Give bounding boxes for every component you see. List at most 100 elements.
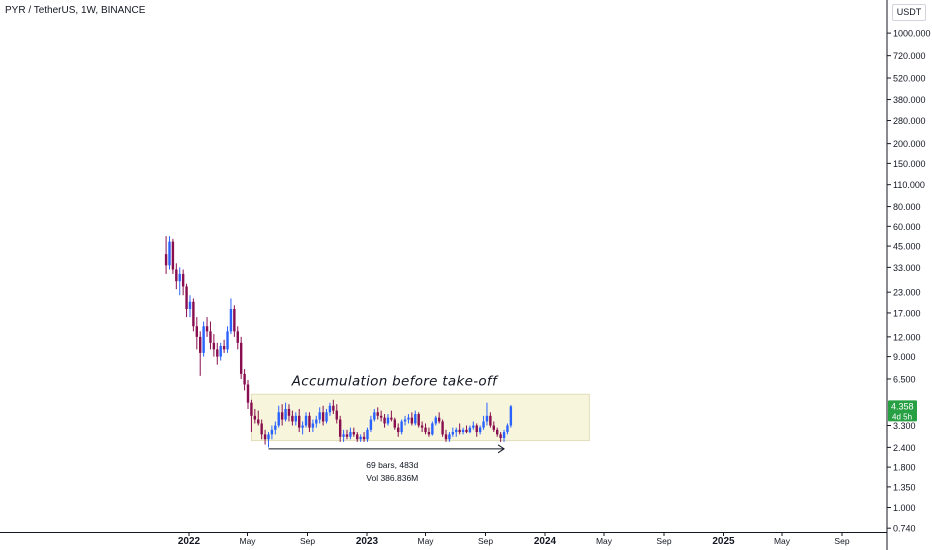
bar-countdown-label: 4d 5h — [892, 412, 912, 421]
candle-body — [298, 415, 301, 428]
candle-body — [509, 406, 513, 426]
candle-body — [448, 434, 451, 440]
time-tick-label: May — [774, 536, 791, 546]
candle-body — [216, 349, 219, 357]
price-tick-label: 6.500 — [893, 374, 916, 384]
candle-body — [335, 410, 338, 420]
price-tick-label: 1000.000 — [893, 29, 931, 39]
time-tick-label: May — [417, 536, 434, 546]
candle-body — [366, 429, 369, 440]
price-tick-label: 2.400 — [893, 443, 916, 453]
candle-body — [458, 429, 461, 433]
time-tick-label: May — [239, 536, 256, 546]
price-tick-label: 80.000 — [893, 202, 921, 212]
candle-body — [250, 402, 253, 416]
candle-body — [468, 427, 472, 433]
candle-body — [192, 301, 195, 327]
candles-layer — [164, 236, 513, 448]
candle-body — [472, 425, 475, 428]
candle-body — [284, 408, 287, 420]
candle-body — [202, 326, 205, 353]
annotation-text: Accumulation before take-off — [291, 373, 499, 389]
candle-body — [294, 415, 297, 422]
candle-body — [267, 434, 270, 440]
price-tick-label: 1.000 — [893, 503, 916, 513]
measure-arrow-head — [497, 444, 505, 454]
candle-body — [233, 309, 236, 332]
candle-body — [379, 415, 383, 418]
candle-body — [205, 326, 209, 332]
price-tick-label: 110.000 — [893, 180, 925, 190]
candle-body — [434, 417, 437, 424]
candle-body — [492, 425, 495, 430]
candle-body — [304, 415, 308, 426]
candle-body — [171, 241, 175, 270]
currency-unit-button[interactable]: USDT — [892, 4, 926, 21]
candle-body — [342, 434, 345, 437]
candle-body — [359, 436, 362, 440]
price-tick-label: 1.800 — [893, 463, 916, 473]
candle-body — [407, 417, 410, 420]
candle-body — [373, 412, 376, 420]
candle-body — [239, 342, 243, 374]
time-tick-label: 2024 — [534, 536, 557, 547]
candle-body — [414, 414, 417, 424]
candle-body — [352, 432, 356, 435]
candle-body — [502, 432, 506, 439]
candle-body — [222, 346, 226, 350]
candle-body — [301, 425, 304, 428]
candle-body — [168, 241, 171, 266]
time-tick-label: 2023 — [356, 536, 379, 547]
measure-bars-label: 69 bars, 483d — [366, 460, 418, 470]
time-axis: 2022 May Sep 2023 May Sep 2024 May Sep 2025 May Sep — [0, 532, 887, 547]
accumulation-box — [250, 393, 590, 442]
candle-body — [219, 346, 222, 357]
candle-body — [431, 423, 434, 435]
candle-body — [229, 309, 233, 332]
price-tick-label: 60.000 — [893, 222, 921, 232]
measure-volume-label: Vol 386.836M — [366, 473, 418, 483]
candle-body — [328, 405, 332, 413]
candle-body — [321, 412, 325, 422]
candle-body — [263, 434, 267, 440]
candle-body — [489, 415, 492, 426]
candle-body — [199, 336, 202, 353]
price-tick-label: 520.000 — [893, 74, 926, 84]
candle-body — [400, 421, 403, 433]
price-tick-label: 1.350 — [893, 482, 916, 492]
candle-body — [499, 434, 502, 439]
candle-body — [478, 427, 482, 433]
candle-body — [236, 331, 239, 343]
candle-body — [427, 432, 431, 435]
candle-body — [349, 432, 352, 437]
time-tick-label: 2022 — [178, 536, 201, 547]
candle-body — [475, 425, 478, 433]
candle-body — [420, 425, 424, 428]
time-tick-label: Sep — [656, 536, 671, 546]
candle-body — [369, 419, 373, 430]
candle-body — [482, 421, 485, 428]
candle-body — [318, 412, 321, 420]
symbol-title[interactable]: PYR / TetherUS, 1W, BINANCE — [5, 5, 146, 16]
candle-body — [270, 429, 274, 435]
current-price-badge — [888, 400, 917, 422]
time-tick-label: Sep — [834, 536, 849, 546]
candle-body — [291, 415, 294, 422]
candle-body — [188, 301, 192, 310]
price-tick-label: 33.000 — [893, 263, 921, 273]
candle-body — [181, 273, 185, 287]
candle-body — [338, 419, 342, 437]
candle-body — [455, 429, 458, 433]
candle-body — [496, 429, 499, 435]
candle-body — [441, 421, 444, 435]
candle-body — [424, 427, 427, 433]
candle-body — [465, 429, 468, 433]
price-tick-label: 0.740 — [893, 524, 916, 534]
price-tick-label: 12.000 — [893, 332, 921, 342]
candle-body — [403, 419, 407, 422]
candle-body — [308, 415, 311, 428]
candle-body — [277, 412, 280, 426]
price-tick-label: 150.000 — [893, 159, 926, 169]
